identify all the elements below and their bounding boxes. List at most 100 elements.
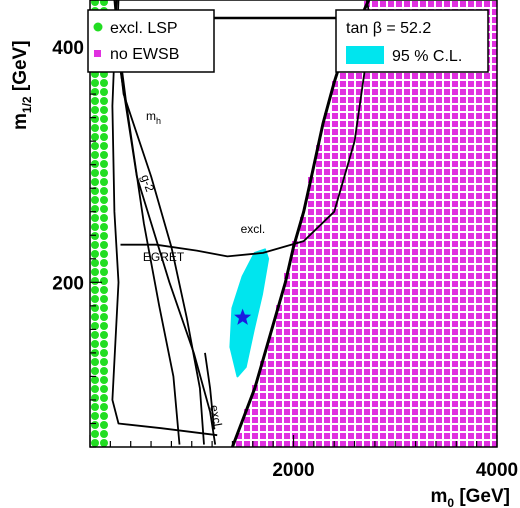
ewsb-square xyxy=(444,113,450,119)
ewsb-square xyxy=(412,249,418,255)
ewsb-square xyxy=(324,369,330,375)
ewsb-square xyxy=(260,433,266,439)
ewsb-square xyxy=(364,361,370,367)
ewsb-square xyxy=(332,393,338,399)
ewsb-square xyxy=(332,361,338,367)
ewsb-square xyxy=(436,377,442,383)
ewsb-square xyxy=(276,441,282,447)
ewsb-square xyxy=(436,217,442,223)
curve-label-5: excl. xyxy=(207,404,225,431)
ewsb-square xyxy=(428,145,434,151)
ewsb-square xyxy=(372,201,378,207)
ewsb-square xyxy=(356,265,362,271)
ewsb-square xyxy=(428,409,434,415)
ewsb-square xyxy=(300,393,306,399)
lsp-dot xyxy=(91,169,99,177)
lsp-dot xyxy=(91,97,99,105)
ewsb-square xyxy=(412,81,418,87)
ewsb-square xyxy=(460,425,466,431)
ewsb-square xyxy=(380,89,386,95)
ewsb-square xyxy=(372,81,378,87)
ewsb-square xyxy=(300,305,306,311)
ewsb-square xyxy=(308,265,314,271)
ewsb-square xyxy=(380,337,386,343)
ewsb-square xyxy=(460,89,466,95)
ewsb-square xyxy=(356,345,362,351)
ewsb-square xyxy=(300,249,306,255)
ewsb-square xyxy=(412,209,418,215)
ewsb-square xyxy=(348,345,354,351)
lsp-dot xyxy=(100,88,108,96)
ewsb-square xyxy=(324,217,330,223)
ewsb-square xyxy=(252,409,258,415)
ewsb-square xyxy=(404,201,410,207)
ewsb-square xyxy=(452,321,458,327)
lsp-dot xyxy=(91,259,99,267)
ewsb-square xyxy=(356,425,362,431)
ewsb-square xyxy=(356,257,362,263)
ewsb-square xyxy=(476,113,482,119)
ewsb-square xyxy=(420,81,426,87)
ewsb-square xyxy=(396,153,402,159)
ewsb-square xyxy=(492,113,497,119)
ewsb-square xyxy=(404,209,410,215)
ewsb-square xyxy=(420,113,426,119)
ewsb-square xyxy=(468,297,474,303)
ewsb-square xyxy=(260,401,266,407)
ewsb-square xyxy=(332,97,338,103)
ewsb-square xyxy=(284,401,290,407)
ewsb-square xyxy=(420,313,426,319)
ewsb-square xyxy=(404,241,410,247)
ewsb-square xyxy=(460,113,466,119)
lsp-dot xyxy=(100,250,108,258)
ewsb-square xyxy=(396,249,402,255)
ewsb-square xyxy=(324,361,330,367)
ewsb-square xyxy=(452,161,458,167)
legend-cl-marker xyxy=(346,46,384,64)
ewsb-square xyxy=(428,305,434,311)
ewsb-square xyxy=(452,129,458,135)
ewsb-square xyxy=(420,185,426,191)
ewsb-square xyxy=(436,265,442,271)
ewsb-square xyxy=(476,369,482,375)
ewsb-square xyxy=(460,289,466,295)
ewsb-square xyxy=(348,385,354,391)
ewsb-square xyxy=(484,1,490,7)
ewsb-square xyxy=(436,289,442,295)
ewsb-square xyxy=(412,377,418,383)
ewsb-square xyxy=(436,185,442,191)
ewsb-square xyxy=(444,233,450,239)
lsp-dot xyxy=(91,241,99,249)
ewsb-square xyxy=(388,273,394,279)
ewsb-square xyxy=(388,377,394,383)
ewsb-square xyxy=(428,129,434,135)
ewsb-square xyxy=(316,177,322,183)
lsp-dot xyxy=(100,0,108,6)
ewsb-square xyxy=(332,153,338,159)
ewsb-square xyxy=(420,265,426,271)
ewsb-square xyxy=(364,297,370,303)
ewsb-square xyxy=(292,305,298,311)
ewsb-square xyxy=(364,89,370,95)
ewsb-square xyxy=(292,433,298,439)
ewsb-square xyxy=(316,281,322,287)
ewsb-square xyxy=(452,257,458,263)
ewsb-square xyxy=(380,121,386,127)
ewsb-square xyxy=(420,193,426,199)
ewsb-square xyxy=(388,337,394,343)
ewsb-square xyxy=(444,385,450,391)
ewsb-square xyxy=(436,257,442,263)
ewsb-square xyxy=(476,201,482,207)
ewsb-square xyxy=(340,89,346,95)
ewsb-square xyxy=(412,281,418,287)
ewsb-square xyxy=(396,361,402,367)
ewsb-square xyxy=(340,393,346,399)
ewsb-square xyxy=(476,345,482,351)
ewsb-square xyxy=(420,177,426,183)
ewsb-square xyxy=(404,329,410,335)
ewsb-square xyxy=(324,225,330,231)
ewsb-square xyxy=(412,329,418,335)
ewsb-square xyxy=(476,137,482,143)
ewsb-square xyxy=(412,161,418,167)
ewsb-square xyxy=(308,337,314,343)
